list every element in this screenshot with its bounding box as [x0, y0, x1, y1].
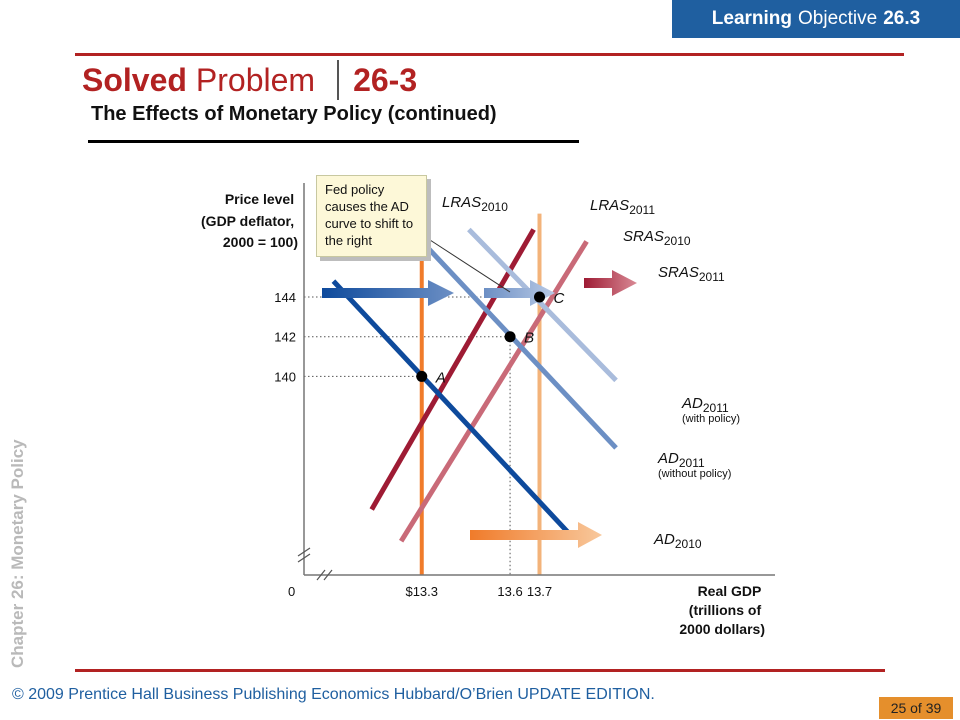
- page-subtitle: The Effects of Monetary Policy (continue…: [91, 103, 497, 125]
- origin-label: 0: [288, 584, 295, 599]
- point-label-c: C: [554, 290, 565, 307]
- curve-sras2010: [369, 228, 536, 511]
- note-ad2011_with: (with policy): [682, 413, 740, 425]
- chapter-label: Chapter 26: Monetary Policy: [8, 439, 27, 668]
- curve-sras2011: [399, 240, 589, 543]
- title-problem: Problem: [195, 61, 316, 98]
- point-c: [534, 291, 545, 303]
- x-axis-label-line-2: (trillions of: [689, 602, 762, 618]
- y-axis-label-line-1: Price level: [225, 191, 294, 207]
- subtitle-rule: [88, 140, 579, 143]
- label-sras2011: SRAS2011: [658, 264, 725, 284]
- title-divider: [337, 60, 340, 100]
- x-axis-break: [316, 569, 333, 581]
- y-axis-label-line-2: (GDP deflator,: [201, 213, 294, 229]
- label-lras2011: LRAS2011: [590, 197, 655, 217]
- sras-shift-arrow: [584, 270, 637, 296]
- label-ad2011_without: AD2011: [657, 450, 705, 470]
- note-ad2011_without: (without policy): [658, 468, 731, 480]
- learning-objective-badge: Learning Objective 26.3: [672, 0, 960, 38]
- x-tick-label: 13.7: [527, 584, 552, 599]
- curve-ad2011_with: [467, 227, 618, 383]
- curve-ad2010: [331, 279, 571, 536]
- y-axis-label: Price level (GDP deflator, 2000 = 100): [201, 191, 298, 250]
- curve-ad2011_without: [419, 239, 618, 450]
- footer-copyright: © 2009 Prentice Hall Business Publishing…: [12, 686, 655, 703]
- page-title: Solved Problem 26-3: [82, 58, 417, 102]
- y-axis-label-line-3: 2000 = 100): [223, 234, 298, 250]
- y-axis-break: [297, 547, 311, 563]
- point-a: [416, 370, 428, 382]
- title-solved: Solved: [82, 61, 187, 98]
- callout-pointer: [429, 239, 511, 293]
- y-tick-label: 144: [274, 290, 296, 305]
- x-tick-label: 13.6: [497, 584, 522, 599]
- page-number-badge: 25 of 39: [879, 697, 953, 719]
- point-label-a: A: [435, 369, 446, 386]
- label-sras2010: SRAS2010: [623, 228, 691, 248]
- label-ad2011_with: AD2011: [681, 395, 729, 415]
- label-lras2010: LRAS2010: [442, 194, 508, 214]
- ad-shift-arrow-large: [322, 280, 454, 306]
- lo-word: Objective: [798, 8, 878, 29]
- x-tick-label: $13.3: [405, 584, 438, 599]
- x-axis-label-line-3: 2000 dollars): [679, 621, 765, 637]
- label-ad2010: AD2010: [653, 531, 702, 551]
- bottom-rule: [75, 669, 885, 672]
- y-tick-label: 142: [274, 330, 296, 345]
- lo-number: 26.3: [883, 8, 921, 29]
- top-rule: [75, 53, 904, 56]
- lo-label: Learning: [711, 8, 793, 29]
- problem-number: 26-3: [353, 61, 418, 98]
- callout-text: Fed policy causes the AD curve to shift …: [325, 182, 414, 248]
- callout-box: Fed policy causes the AD curve to shift …: [316, 175, 427, 257]
- point-b: [504, 331, 516, 343]
- y-tick-label: 140: [274, 369, 296, 384]
- x-axis-label-line-1: Real GDP: [698, 583, 762, 599]
- point-label-b: B: [524, 330, 534, 347]
- lras-shift-arrow: [470, 522, 602, 548]
- x-axis-label: Real GDP (trillions of 2000 dollars): [679, 583, 765, 637]
